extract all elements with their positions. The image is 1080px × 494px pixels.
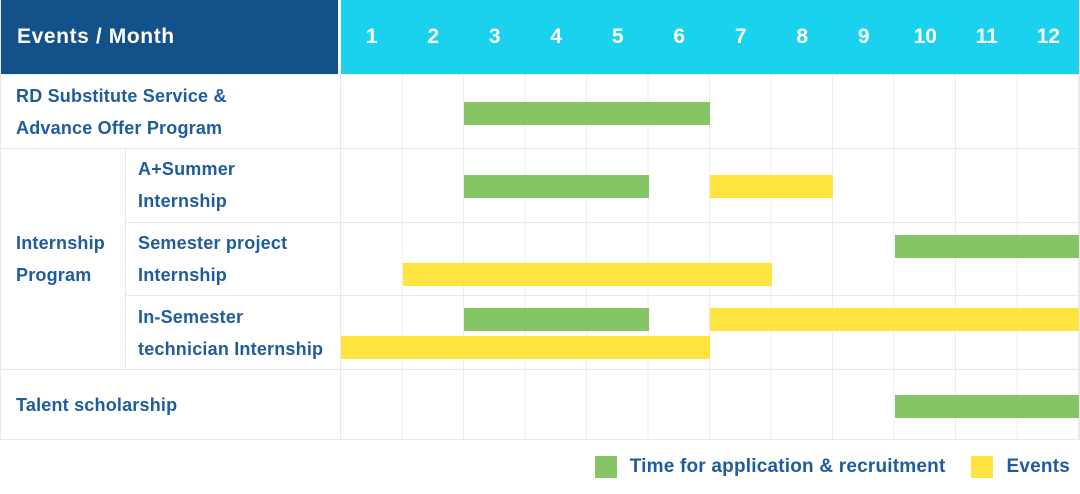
row-bars-rd-substitute-service bbox=[341, 75, 1079, 148]
month-header-2: 2 bbox=[427, 25, 440, 48]
schedule-table: Events / Month 1 2 3 4 5 6 7 8 9 10 11 1… bbox=[0, 0, 1080, 440]
row-in-semester-technician-internship: In-Semester technician Internship bbox=[126, 295, 1079, 370]
row-talent-scholarship: Talent scholarship bbox=[1, 369, 1079, 439]
month-header-9: 9 bbox=[857, 25, 870, 48]
row-semester-project-internship: Semester project Internship bbox=[126, 221, 1079, 296]
month-header-3: 3 bbox=[488, 25, 501, 48]
row-rd-substitute-service: RD Substitute Service & Advance Offer Pr… bbox=[1, 75, 1079, 148]
gantt-bar-events bbox=[710, 175, 833, 199]
gantt-bar-application_recruitment bbox=[894, 394, 1079, 418]
month-header-5: 5 bbox=[611, 25, 624, 48]
gantt-bar-events bbox=[341, 336, 710, 360]
header-divider bbox=[338, 0, 341, 74]
legend: Time for application & recruitment Event… bbox=[0, 440, 1080, 494]
month-header-10: 10 bbox=[913, 25, 937, 48]
gantt-bar-application_recruitment bbox=[894, 234, 1079, 258]
yellow-legend-swatch bbox=[971, 456, 994, 478]
row-a-plus-summer-internship: A+Summer Internship bbox=[126, 149, 1079, 222]
row-label-in-semester-technician-internship: In-Semester technician Internship bbox=[126, 296, 341, 370]
gantt-bar-application_recruitment bbox=[464, 308, 649, 332]
month-header-row: 1 2 3 4 5 6 7 8 9 10 11 12 bbox=[341, 0, 1079, 74]
internship-program-group: Internship Program A+Summer Internship S… bbox=[1, 148, 1079, 370]
group-label-internship-program: Internship Program bbox=[1, 149, 126, 369]
table-header-row: Events / Month 1 2 3 4 5 6 7 8 9 10 11 1… bbox=[1, 0, 1079, 75]
row-bars-in-semester-technician-internship bbox=[341, 296, 1079, 370]
gantt-bar-events bbox=[710, 308, 1079, 332]
month-header-7: 7 bbox=[734, 25, 747, 48]
row-label-talent-scholarship: Talent scholarship bbox=[1, 370, 341, 439]
events-month-header-cell: Events / Month bbox=[1, 0, 338, 74]
gantt-bar-application_recruitment bbox=[464, 101, 710, 125]
month-header-1: 1 bbox=[365, 25, 378, 48]
month-header-8: 8 bbox=[796, 25, 809, 48]
events-month-header-label: Events / Month bbox=[17, 25, 175, 48]
month-header-6: 6 bbox=[673, 25, 686, 48]
gantt-bar-application_recruitment bbox=[464, 175, 649, 199]
row-label-a-plus-summer-internship: A+Summer Internship bbox=[126, 149, 341, 222]
month-header-12: 12 bbox=[1036, 25, 1060, 48]
internship-program-subrows: A+Summer Internship Semester project Int… bbox=[126, 149, 1079, 370]
gantt-bar-events bbox=[402, 262, 772, 286]
month-header-4: 4 bbox=[550, 25, 563, 48]
month-header-11: 11 bbox=[975, 25, 998, 48]
legend-item-application-recruitment: Time for application & recruitment bbox=[594, 456, 946, 478]
row-label-rd-substitute-service: RD Substitute Service & Advance Offer Pr… bbox=[1, 75, 341, 148]
row-bars-semester-project-internship bbox=[341, 222, 1079, 296]
row-label-semester-project-internship: Semester project Internship bbox=[126, 222, 341, 296]
legend-label-events: Events bbox=[1006, 456, 1070, 477]
green-legend-swatch bbox=[594, 456, 617, 478]
row-bars-talent-scholarship bbox=[341, 370, 1079, 439]
row-bars-a-plus-summer-internship bbox=[341, 149, 1079, 222]
legend-label-application-recruitment: Time for application & recruitment bbox=[629, 456, 946, 477]
legend-item-events: Events bbox=[971, 456, 1070, 478]
